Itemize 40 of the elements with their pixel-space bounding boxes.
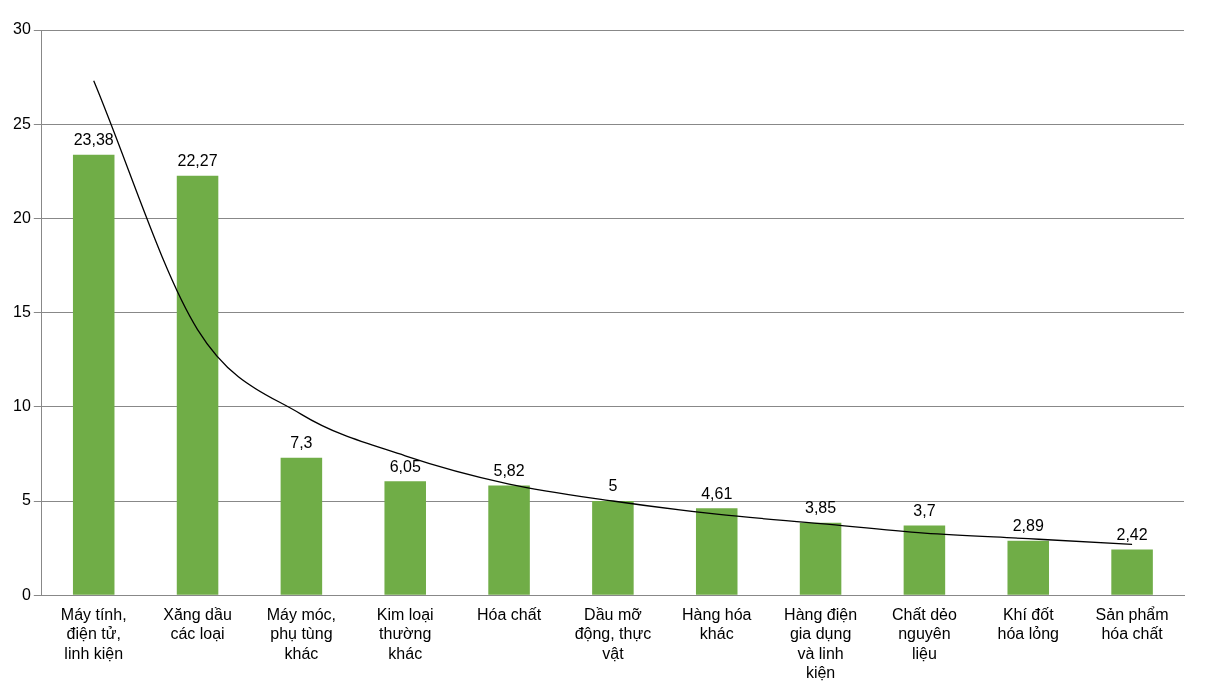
data-label: 4,61 [701,484,733,502]
bar [799,522,842,595]
y-tick-label: 20 [13,208,31,226]
data-label: 6,05 [389,457,421,475]
x-tick-label: Sản phẩm hóa chất [1095,606,1169,643]
bar [903,525,946,595]
x-tick-label: Hàng hóa khác [682,606,752,643]
x-tick-label: Dầu mỡ động, thực vật [574,606,652,662]
data-label: 5,82 [493,461,525,479]
x-tick-label: Hóa chất [477,606,542,624]
y-tick-label: 25 [13,114,31,132]
data-label: 3,85 [805,499,837,517]
y-tick-label: 15 [13,303,31,321]
data-label: 22,27 [177,152,218,170]
x-tick-label: Xăng dầu các loại [163,606,232,643]
y-tick-label: 0 [21,585,31,603]
bar [280,457,323,595]
data-label: 5 [608,477,618,495]
x-tick-label: Hàng điện gia dụng và linh kiện [784,606,858,681]
bar [592,501,634,595]
bar [1007,540,1050,595]
bar [384,481,426,595]
data-label: 2,42 [1116,526,1148,544]
x-tick-label: Khí đốt hóa lỏng [997,606,1059,643]
x-tick-label: Chất dẻo nguyên liệu [891,606,957,662]
bar [176,175,219,595]
y-tick-label: 5 [21,491,31,509]
x-tick-label: Kim loại thường khác [376,606,434,662]
data-label: 7,3 [290,434,313,452]
y-tick-label: 10 [13,397,31,415]
bar [72,154,115,595]
data-label: 23,38 [73,131,114,149]
x-tick-label: Máy móc, phụ tùng khác [266,606,337,662]
bar [1111,549,1153,595]
y-tick-label: 30 [13,20,31,38]
data-label: 3,7 [913,501,936,519]
data-label: 2,89 [1012,517,1044,535]
x-tick-label: Máy tính, điện tử, linh kiện [60,606,127,662]
bar [695,508,738,595]
bar [488,485,530,595]
